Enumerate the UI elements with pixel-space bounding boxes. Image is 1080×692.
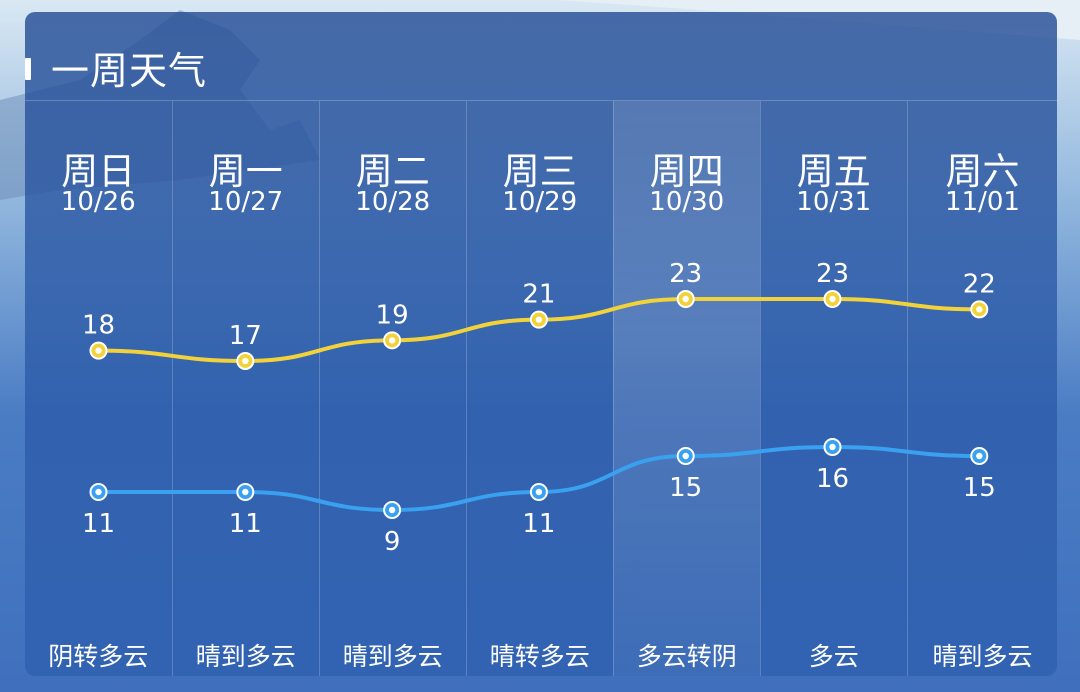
day-column[interactable]: 周二 10/28 晴到多云 [319, 101, 466, 676]
high-temp-point-center [682, 295, 689, 303]
day-condition: 晴到多云 [342, 642, 443, 671]
temperature-chart: 18 17 19 21 23 23 22 11 11 9 11 15 16 15 [82, 259, 996, 557]
day-column[interactable]: 周五 10/31 多云 [760, 101, 907, 676]
day-date: 10/28 [355, 187, 431, 217]
high-temp-point-center [242, 357, 249, 365]
day-date: 11/01 [945, 187, 1020, 217]
high-temp-value-label: 23 [816, 259, 849, 289]
high-temp-value-label: 18 [82, 311, 115, 341]
day-column[interactable]: 周六 11/01 晴到多云 [907, 101, 1057, 676]
day-date: 10/27 [208, 187, 284, 217]
low-temp-point-center [535, 488, 543, 496]
low-temp-value-label: 11 [82, 509, 115, 539]
panel-header: 一周天气 [25, 12, 1057, 100]
day-name: 周六 [945, 150, 1020, 193]
header-divider [25, 100, 1057, 101]
low-temp-point-center [682, 452, 689, 460]
day-name: 周四 [649, 150, 724, 193]
panel-title: 一周天气 [51, 49, 208, 93]
day-date: 10/26 [60, 187, 136, 217]
day-name: 周三 [502, 150, 577, 193]
day-condition: 晴到多云 [195, 642, 296, 671]
day-condition: 多云 [808, 642, 859, 671]
high-temp-value-label: 22 [963, 269, 996, 299]
high-temp-point-center [976, 306, 983, 313]
day-date: 10/30 [649, 187, 725, 217]
high-temp-point-center [535, 316, 543, 323]
day-condition: 晴转多云 [489, 642, 590, 671]
day-name: 周二 [355, 150, 430, 193]
low-temp-value-label: 16 [816, 464, 849, 494]
day-name: 周日 [61, 150, 136, 193]
low-temp-point-center [388, 506, 396, 514]
day-condition: 多云转阴 [636, 642, 737, 671]
low-temp-value-label: 9 [384, 527, 401, 557]
high-temp-point-center [388, 337, 396, 344]
day-column-highlighted[interactable]: 周四 10/30 多云转阴 [613, 101, 760, 676]
day-name: 周五 [796, 150, 871, 193]
day-column[interactable]: 周日 10/26 阴转多云 [25, 101, 172, 676]
low-temp-point-center [829, 443, 836, 451]
high-temp-value-label: 21 [522, 280, 555, 310]
high-temp-point-center [829, 295, 836, 303]
day-date: 10/31 [796, 187, 872, 217]
low-temp-point-center [95, 488, 102, 496]
low-temp-value-label: 15 [963, 473, 996, 503]
low-temp-value-label: 11 [522, 509, 555, 539]
title-accent-bar [25, 58, 31, 80]
day-name: 周一 [208, 150, 283, 193]
high-temp-value-label: 23 [669, 259, 702, 289]
high-temp-point-center [95, 347, 102, 354]
low-temp-point-center [242, 488, 249, 496]
day-condition: 晴到多云 [932, 642, 1033, 671]
low-temp-point-center [976, 452, 983, 460]
day-condition: 阴转多云 [48, 642, 149, 671]
high-temp-value-label: 19 [376, 300, 409, 330]
day-date: 10/29 [502, 187, 578, 217]
weekly-weather-panel: 一周天气 周日 10/26 阴转多云 周一 10/27 晴到多云 周二 10/2… [25, 12, 1057, 676]
low-temp-value-label: 15 [669, 473, 702, 503]
low-temp-value-label: 11 [229, 509, 262, 539]
high-temp-value-label: 17 [229, 321, 262, 351]
day-column[interactable]: 周三 10/29 晴转多云 [466, 101, 613, 676]
day-column[interactable]: 周一 10/27 晴到多云 [172, 101, 319, 676]
